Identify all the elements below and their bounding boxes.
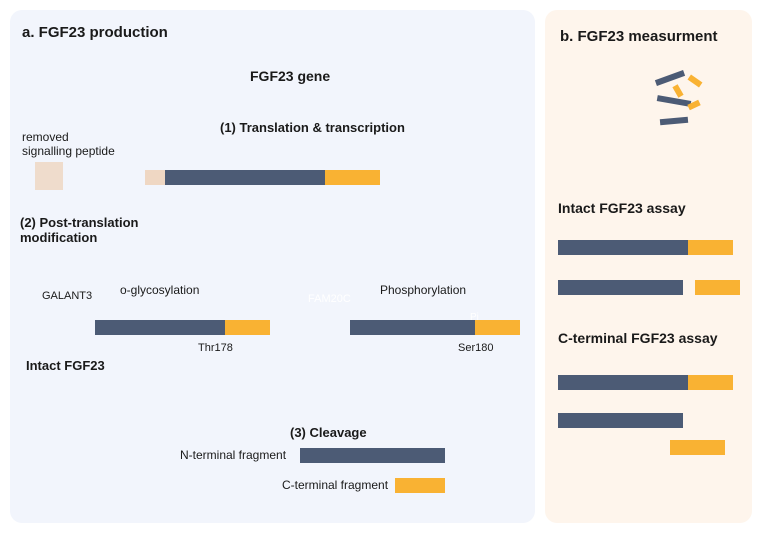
panel-b-title: b. FGF23 measurment [560,28,718,45]
step2-label: (2) Post-translation modification [20,215,138,245]
protein-bar [558,240,733,255]
protein-bar [145,170,380,185]
intact-assay-label: Intact FGF23 assay [558,200,686,216]
c-fragment-label: C-terminal fragment [282,478,388,492]
fam20c-label: FAM20C [308,293,351,305]
signal-peptide-box [35,162,63,190]
protein-bar [558,375,733,390]
panel-a [10,10,535,523]
intact-fgf23-label: Intact FGF23 [26,358,105,373]
step1-label: (1) Translation & transcription [220,120,405,135]
fragment-bar [558,280,683,295]
step3-label: (3) Cleavage [290,425,367,440]
n-fragment-label: N-terminal fragment [180,448,286,462]
protein-bar [95,320,270,335]
protein-bar [350,320,520,335]
fragment-bar [300,448,445,463]
galant3-label: GALANT3 [42,290,92,302]
phosphorylation-label: Phosphorylation [380,283,466,297]
thr178-label: Thr178 [198,342,233,354]
fragment-bar [670,440,725,455]
o-glycosylation-label: o-glycosylation [120,283,199,297]
panel-a-title: a. FGF23 production [22,24,168,41]
gene-label: FGF23 gene [250,68,330,84]
ser180-label: Ser180 [458,342,493,354]
c-terminal-assay-label: C-terminal FGF23 assay [558,330,718,346]
fragment-bar [558,413,683,428]
fragment-bar [395,478,445,493]
pi-label: Pi [470,312,479,323]
signal-removed-label: removed signalling peptide [22,130,115,158]
fragment-bar [695,280,740,295]
